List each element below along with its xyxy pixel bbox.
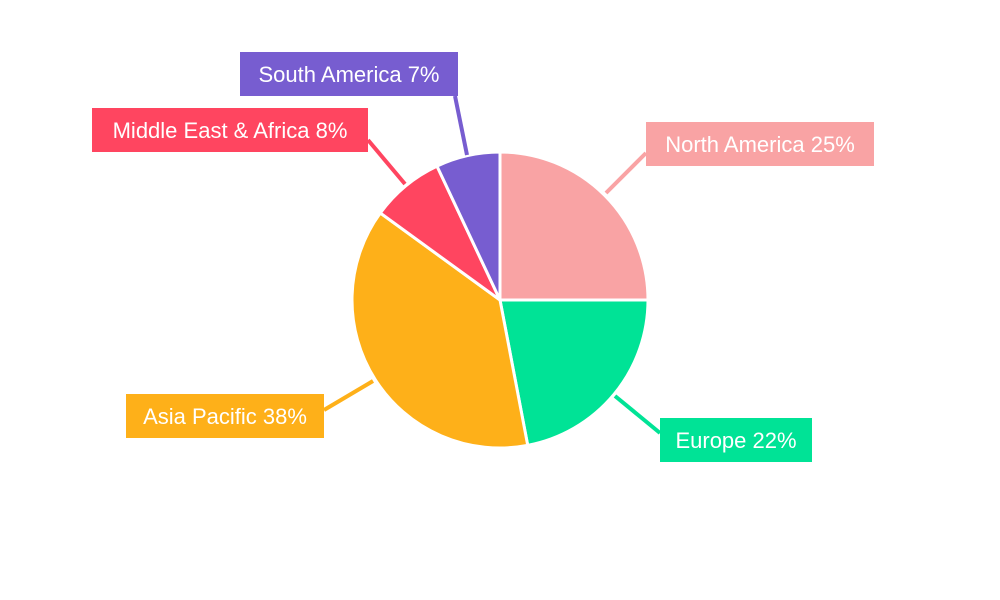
data-label-box [126,394,324,438]
data-label-box [240,52,458,96]
leader-line [604,151,648,195]
pie-slice-europe[interactable] [498,298,650,448]
leader-line [322,379,375,412]
leader-line [453,95,469,156]
data-label: Europe 22% [675,428,796,453]
data-label-box [92,108,368,152]
data-label: North America 25% [665,132,855,157]
pie-slice-north-america[interactable] [498,150,650,302]
leader-line [366,138,407,186]
data-label: South America 7% [259,62,440,87]
data-label-box [646,122,874,166]
data-label-box [660,418,812,462]
data-label: Middle East & Africa 8% [113,118,348,143]
leader-line [613,394,662,435]
pie-slice-south-america[interactable] [434,150,502,301]
pie-slice-asia-pacific[interactable] [350,210,530,450]
data-label: Asia Pacific 38% [143,404,307,429]
